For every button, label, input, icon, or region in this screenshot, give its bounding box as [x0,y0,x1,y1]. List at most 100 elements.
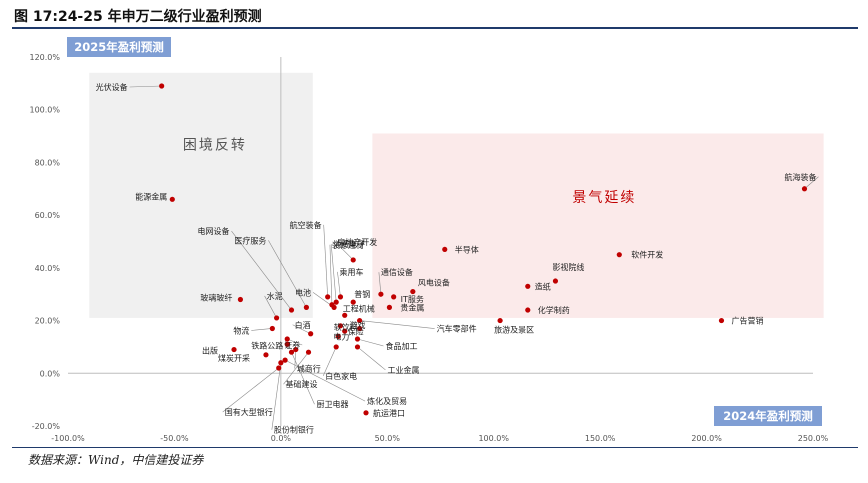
point-label: 电力 [333,331,349,341]
data-point [357,317,363,324]
data-point [333,299,339,305]
point-label: 工程机械 [343,303,375,313]
point-label: 食品加工 [385,341,417,351]
data-point [378,291,384,297]
data-point [337,323,344,329]
leader-line [378,272,382,295]
point-label: 房地产开发 [337,237,377,247]
y-axis-title: 2025年盈利预测 [74,40,164,54]
point-label: 乘用车 [339,267,363,277]
point-label: 影视院线 [552,262,584,272]
leader-line [287,338,303,346]
point-label: IT服务 [401,294,424,304]
data-point [525,283,531,289]
data-point [282,357,288,363]
leader-line [323,224,328,297]
point-label: 汽车零部件 [437,324,477,334]
data-point [354,344,361,350]
y-tick-label: -20.0% [32,422,61,431]
point-label: 煤炭开采 [218,353,250,363]
data-point [350,299,356,305]
data-point [616,252,622,258]
point-label: 炼化及贸易 [367,396,407,406]
y-tick-label: 40.0% [35,264,61,273]
data-point [274,315,280,321]
leader-line [231,230,292,311]
data-point [331,304,337,310]
data-point [497,317,503,324]
y-tick-label: 20.0% [35,317,61,326]
data-point [325,294,331,300]
leader-line [330,244,337,303]
point-label: 航空装备 [290,220,322,230]
data-point [410,288,416,295]
leader-line [129,85,162,88]
point-label: 保险 [348,326,364,336]
leader-line [271,362,282,430]
data-point [231,346,237,353]
data-point [718,317,725,324]
point-label: 航运港口 [373,408,405,418]
point-label: 电网设备 [198,226,230,236]
leader-line [264,295,277,319]
point-label: 证券 [284,340,300,350]
data-point [263,352,269,358]
point-label: 铁路公路 [251,340,283,350]
zone-label: 景气延续 [572,189,636,206]
point-label: 旅游及景区 [494,325,534,335]
point-label: 贵金属 [400,302,424,312]
point-label: 城商行 [297,364,321,374]
point-label: 消费电子 [333,239,365,249]
point-label: 软饮料 [334,322,358,332]
x-tick-label: 100.0% [478,434,509,443]
data-point [342,328,348,334]
leader-line [251,328,273,331]
data-point [552,278,559,284]
y-tick-label: 60.0% [35,211,61,220]
x-tick-label: 200.0% [691,434,722,443]
leader-line [292,324,311,335]
point-label: 造纸 [535,281,551,291]
data-point [335,333,341,339]
y-tick-label: 0.0% [40,369,61,378]
point-label: 电池 [295,287,311,297]
data-point [269,325,275,332]
point-label: 出版 [202,346,218,356]
data-point [288,307,295,313]
point-label: 国有大型银行 [225,407,273,417]
data-point [391,294,397,300]
data-point [288,349,295,355]
leader-line [357,346,386,371]
leader-line [291,352,315,405]
x-tick-label: -100.0% [51,434,85,443]
data-point [525,307,531,313]
point-label: 半导体 [455,244,479,254]
point-label: 医疗服务 [234,235,266,245]
leader-line [357,338,384,347]
data-point [342,312,348,318]
x-tick-label: -50.0% [160,434,189,443]
data-point [308,331,314,337]
leader-line [222,367,279,413]
point-label: 光伏设备 [96,82,128,92]
point-label: 基础建设 [286,379,318,389]
x-tick-label: 150.0% [585,434,616,443]
data-point [442,246,448,253]
data-point [305,349,312,355]
point-label: 工业金属 [387,365,419,375]
footer-divider [12,447,858,448]
data-point [159,83,165,89]
y-tick-label: 100.0% [29,106,60,115]
leader-line [804,176,819,190]
x-tick-label: 0.0% [271,434,292,443]
point-label: 白酒 [295,320,311,330]
point-label: 通信设备 [381,267,413,277]
leader-line [284,359,366,402]
point-label: 风电设备 [418,278,450,288]
title-divider [12,27,858,29]
leader-line [359,320,435,329]
zone-label: 困境反转 [183,137,247,153]
data-point [293,346,299,353]
data-point [350,257,356,263]
